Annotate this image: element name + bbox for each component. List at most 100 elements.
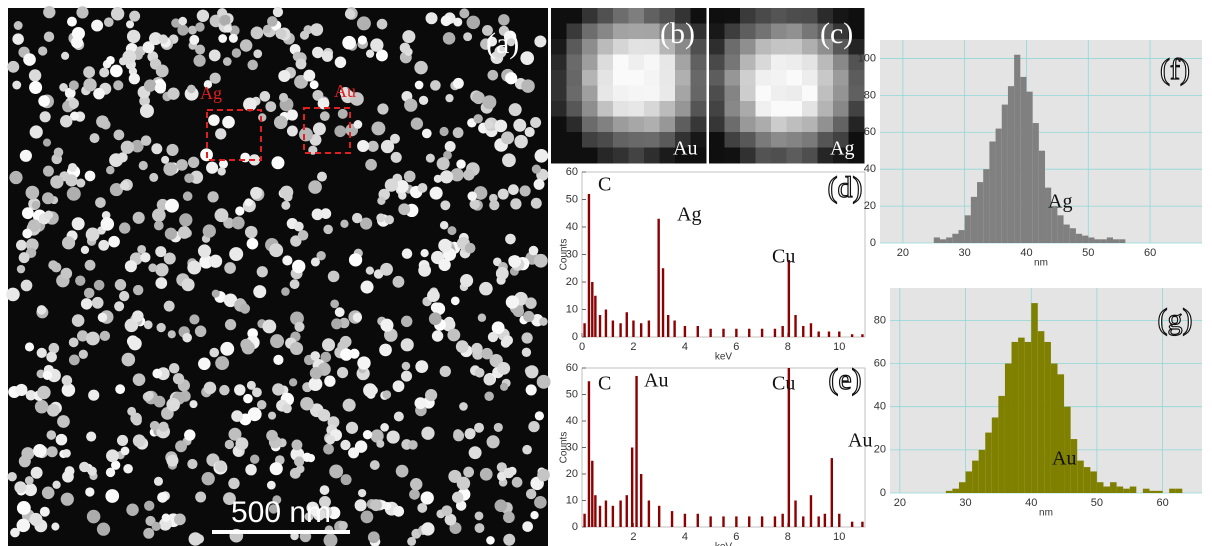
pixel: [566, 147, 583, 164]
y-tick-label: 20: [874, 444, 886, 456]
spectrum-bar: [838, 331, 841, 337]
histogram-bar: [1020, 76, 1027, 243]
pixel: [709, 8, 725, 24]
histogram-bar: [998, 395, 1005, 493]
y-tick-label: 50: [566, 388, 578, 400]
particle: [281, 287, 290, 296]
particle: [195, 44, 206, 55]
y-tick-label: 20: [864, 200, 876, 212]
particle: [309, 80, 319, 90]
particle: [209, 72, 221, 84]
particle: [410, 478, 423, 491]
particle: [427, 289, 440, 302]
pixel: [628, 132, 645, 148]
particle: [345, 421, 359, 434]
particle: [308, 180, 322, 194]
pixel: [833, 39, 849, 55]
particle: [482, 95, 497, 110]
particle: [484, 391, 494, 402]
pixel: [582, 147, 598, 164]
particle: [502, 335, 514, 346]
pixel: [628, 70, 645, 86]
particle: [16, 501, 31, 515]
inset: [709, 8, 865, 164]
pixel: [740, 39, 756, 55]
particle: [456, 159, 466, 169]
particle: [117, 152, 128, 163]
histogram-bar: [1050, 363, 1058, 493]
particle: [467, 191, 477, 201]
particle: [459, 402, 468, 411]
histogram-bar: [1119, 239, 1126, 243]
pixel: [690, 23, 707, 40]
particle: [60, 267, 73, 280]
spectrum-bar: [639, 323, 643, 337]
particle: [163, 300, 175, 312]
pixel: [597, 70, 614, 86]
pixel: [675, 23, 691, 40]
pixel: [848, 54, 865, 71]
particle: [29, 125, 43, 139]
particle: [281, 200, 291, 210]
particle: [464, 242, 476, 254]
particle: [483, 374, 495, 386]
pixel: [628, 116, 645, 133]
particle: [327, 270, 340, 283]
particle: [30, 466, 43, 479]
particle: [96, 115, 109, 128]
pixel: [817, 23, 834, 40]
pixel: [802, 39, 818, 55]
particle: [60, 492, 74, 506]
particle: [106, 165, 115, 175]
particle: [533, 253, 548, 268]
particle: [474, 511, 484, 521]
pixel: [690, 116, 707, 133]
spectrum-bar: [735, 516, 738, 527]
particle: [330, 299, 340, 309]
particle: [508, 255, 522, 268]
particle: [13, 21, 23, 30]
pixel: [848, 39, 865, 55]
particle: [108, 235, 120, 248]
particle: [520, 51, 535, 65]
particle: [148, 263, 158, 273]
spectrum-bar: [773, 328, 777, 337]
y-tick-label: 20: [566, 468, 578, 480]
particle: [455, 340, 469, 353]
pixel: [613, 101, 629, 117]
pixel: [613, 54, 629, 71]
particle: [89, 133, 100, 144]
pixel: [802, 70, 818, 86]
particle: [215, 128, 227, 140]
particle: [195, 491, 207, 503]
x-tick-label: 30: [959, 497, 971, 509]
particle: [16, 518, 31, 533]
pixel: [613, 39, 629, 55]
pixel: [833, 54, 849, 71]
particle: [380, 318, 394, 332]
particle: [295, 58, 307, 70]
particle: [453, 429, 463, 439]
particle: [474, 523, 485, 533]
particle: [375, 49, 388, 62]
particle: [229, 247, 244, 262]
particle: [76, 330, 89, 342]
particle: [79, 461, 90, 473]
pixel: [659, 23, 676, 40]
particle: [451, 491, 464, 504]
pixel: [740, 8, 756, 24]
particle: [155, 263, 169, 277]
spectrum-bar: [639, 474, 643, 527]
pixel: [582, 132, 598, 148]
particle: [421, 522, 435, 536]
particle: [168, 363, 180, 374]
particle: [433, 174, 442, 183]
region-box: [303, 107, 351, 154]
spectrum-bar: [850, 521, 854, 527]
particle: [299, 30, 310, 40]
particle: [127, 406, 137, 416]
y-tick-label: 40: [566, 221, 578, 233]
particle: [98, 239, 110, 251]
histogram-bar: [1169, 488, 1176, 493]
pixel: [817, 132, 834, 148]
